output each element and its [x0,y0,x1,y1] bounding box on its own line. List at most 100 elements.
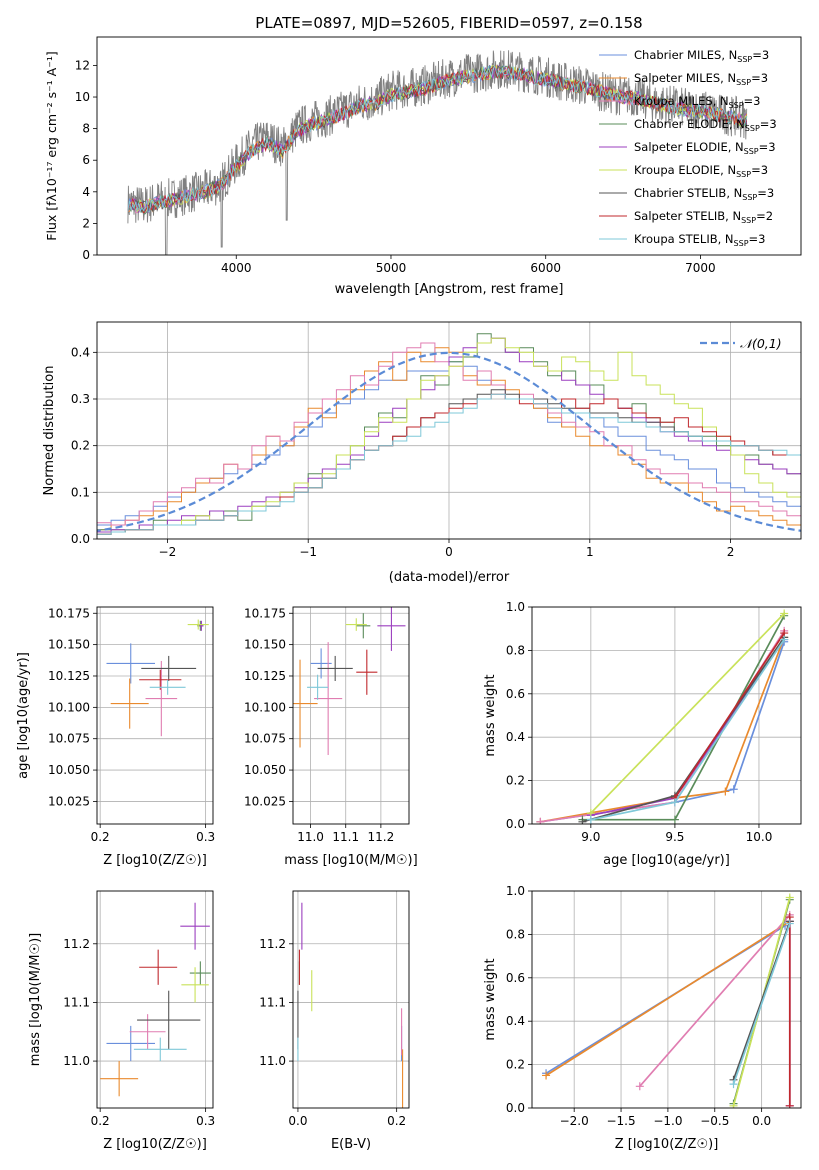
axes-8: −2.0 −1.5 −1.0 −0.5 0.0 0.0 0.2 0.4 0.6 0.8 1.0 Z [… [483,884,802,1152]
legend-label: Chabrier ELODIE, NSSP=3 [634,117,777,133]
y-tick-label: 0.4 [506,730,525,744]
x-tick-label: 0.0 [752,1114,771,1128]
y-tick-label: 0.2 [71,439,90,453]
y-axis-label: age [log10(age/yr)] [16,652,31,779]
y-tick-label: 0.6 [506,687,525,701]
y-tick-label: 11.2 [259,937,286,951]
x-tick-label: 1 [586,545,594,559]
x-tick-label: 0.3 [196,830,215,844]
x-tick-label: 0.2 [91,830,110,844]
weight-line-kroupa-elodie [590,612,785,814]
y-tick-label: 11.1 [259,995,286,1009]
weight-line-salpeter-stelib [674,632,785,799]
weight-marker [785,919,794,928]
y-axis-label: mass [log10(M/M☉)] [28,933,43,1066]
weight-marker [670,798,679,807]
x-tick-label: 0.2 [91,1114,110,1128]
plot-area [127,50,748,255]
axes-7: 0.0 0.2 11.0 11.1 11.2 E(B-V) [259,890,410,1152]
x-tick-label: 0.3 [196,1114,215,1128]
x-axis-label: Z [log10(Z/Z☉)] [103,1137,207,1152]
x-tick-label: 11.2 [368,830,395,844]
x-tick-label: 9.5 [665,830,684,844]
x-tick-label: 0.2 [387,1114,406,1128]
x-tick-label: 0 [445,545,453,559]
weight-marker [721,787,730,796]
y-tick-label: 10.100 [48,700,90,714]
y-tick-label: 0.2 [506,774,525,788]
y-tick-label: 0 [82,248,90,262]
y-tick-label: 8 [82,122,90,136]
plot-area [532,891,801,1108]
legend-label: Chabrier MILES, NSSP=3 [634,48,769,64]
histogram-kroupa-miles [97,342,801,526]
axes-6: 0.2 0.3 11.0 11.1 11.2 Z [log10(Z/Z☉)] mass [l… [28,890,215,1152]
weight-marker [729,1101,738,1108]
y-tick-label: 0.0 [506,1101,525,1115]
y-tick-label: 10.075 [244,732,286,746]
x-axis-label: E(B-V) [331,1137,371,1152]
weight-marker [780,609,789,618]
axes-frame [96,890,214,1109]
histogram-kroupa-stelib [97,393,801,535]
x-axis-label: mass [log10(M/M☉)] [284,853,417,868]
weight-line-salpeter-miles [540,637,785,823]
weight-line-salpeter-miles [545,920,791,1077]
y-tick-label: 10.175 [48,606,90,620]
y-tick-label: 11.0 [63,1054,90,1068]
weight-marker [670,815,679,824]
y-tick-label: 11.2 [63,937,90,951]
model-spectrum-kroupa-stelib [127,65,748,213]
y-tick-label: 10.025 [244,794,286,808]
plot-area [97,607,213,824]
legend-label: Kroupa ELODIE, NSSP=3 [634,163,768,179]
x-tick-label: 0.0 [288,1114,307,1128]
legend-label: Chabrier STELIB, NSSP=3 [634,186,774,202]
weight-line-kroupa-stelib [590,639,785,821]
weight-marker [785,893,794,902]
weight-marker [578,817,587,824]
plot-area [532,607,801,824]
y-tick-label: 0.3 [71,392,90,406]
x-tick-label: 4000 [221,261,252,275]
axes-2: −2 −1 0 1 2 0.0 0.1 0.2 0.3 0.4 (data-model)/error… [42,321,802,585]
y-tick-label: 12 [75,58,90,72]
y-tick-label: 10 [75,90,90,104]
x-axis-label: Z [log10(Z/Z☉)] [615,1137,719,1152]
legend-label: Salpeter STELIB, NSSP=2 [634,209,773,225]
y-tick-label: 1.0 [506,884,525,898]
x-tick-label: 5000 [376,261,407,275]
y-tick-label: 0.0 [71,532,90,546]
plot-area [97,891,213,1108]
weight-marker [536,817,545,824]
y-axis-label: mass weight [483,958,498,1040]
axes-1: 4000 5000 6000 7000 0 2 4 6 8 10 12 wavelength [Ang… [44,36,802,297]
legend-label: Kroupa STELIB, NSSP=3 [634,232,765,248]
y-tick-label: 10.050 [48,763,90,777]
weight-line-kroupa-miles [540,630,785,823]
axes-frame [292,606,410,825]
y-tick-label: 10.150 [48,638,90,652]
y-tick-label: 0.4 [71,345,90,359]
y-tick-label: 10.075 [48,732,90,746]
y-tick-label: 10.125 [48,669,90,683]
x-tick-label: −0.5 [700,1114,729,1128]
x-tick-label: −1.0 [653,1114,682,1128]
y-tick-label: 10.025 [48,794,90,808]
weight-marker [729,785,738,794]
gaussian-curve [97,351,801,532]
y-tick-label: 0.8 [506,927,525,941]
axes-frame [531,606,802,825]
y-tick-label: 0.4 [506,1014,525,1028]
weight-marker [542,1071,551,1080]
axes-4: 11.0 11.1 11.2 10.025 10.050 10.075 10.100 10.1… [244,606,418,868]
y-axis-label: mass weight [483,674,498,756]
weight-line-kroupa-stelib [732,923,791,1085]
axes-frame [292,890,410,1109]
legend-label: Kroupa MILES, NSSP=3 [634,94,760,110]
x-tick-label: −1 [299,545,317,559]
x-tick-label: 7000 [685,261,716,275]
axes-frame [96,36,802,256]
weight-marker [729,1080,738,1089]
y-tick-label: 6 [82,153,90,167]
